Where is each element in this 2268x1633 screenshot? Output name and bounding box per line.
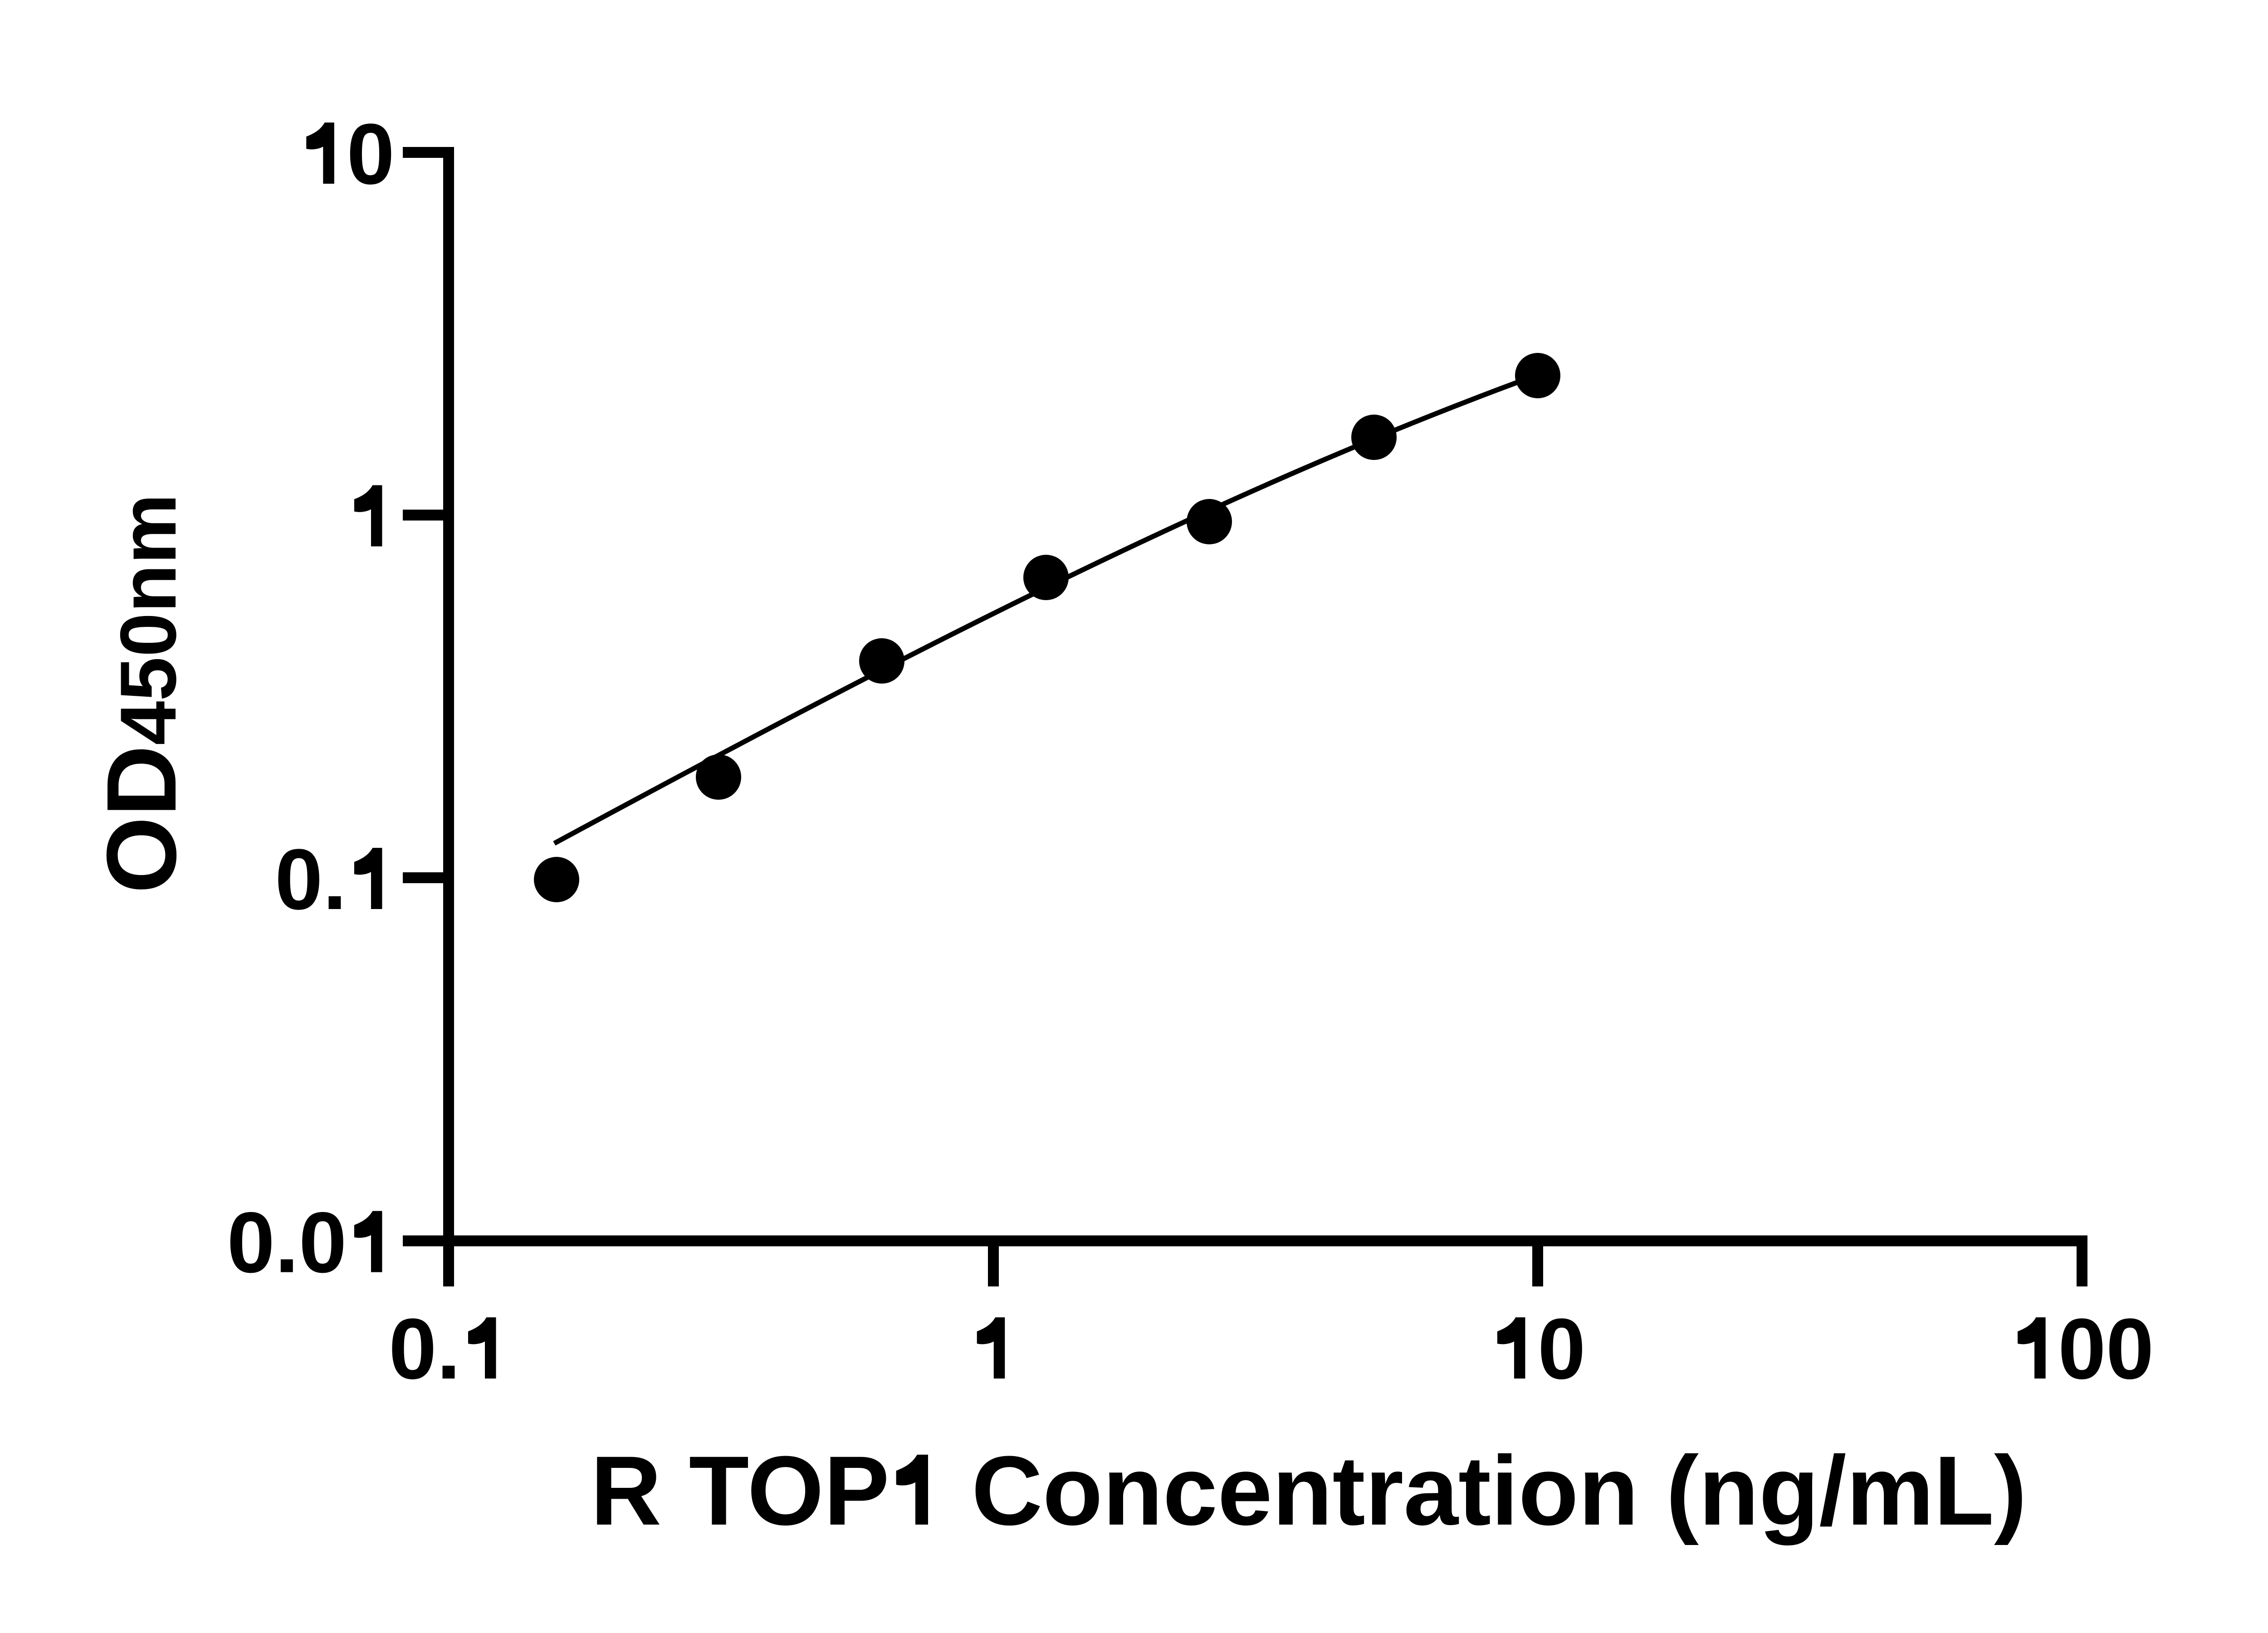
svg-text:0: 0 bbox=[299, 106, 395, 202]
svg-text:OD450nm: OD450nm bbox=[87, 494, 197, 893]
svg-text:0: 0 bbox=[1490, 1301, 1585, 1397]
svg-text:00: 00 bbox=[2010, 1301, 2154, 1397]
svg-text:0.0: 0.0 bbox=[227, 1195, 395, 1291]
svg-text:R TOP Concentration (ng/mL): R TOP Concentration (ng/mL) bbox=[591, 1436, 2027, 1545]
